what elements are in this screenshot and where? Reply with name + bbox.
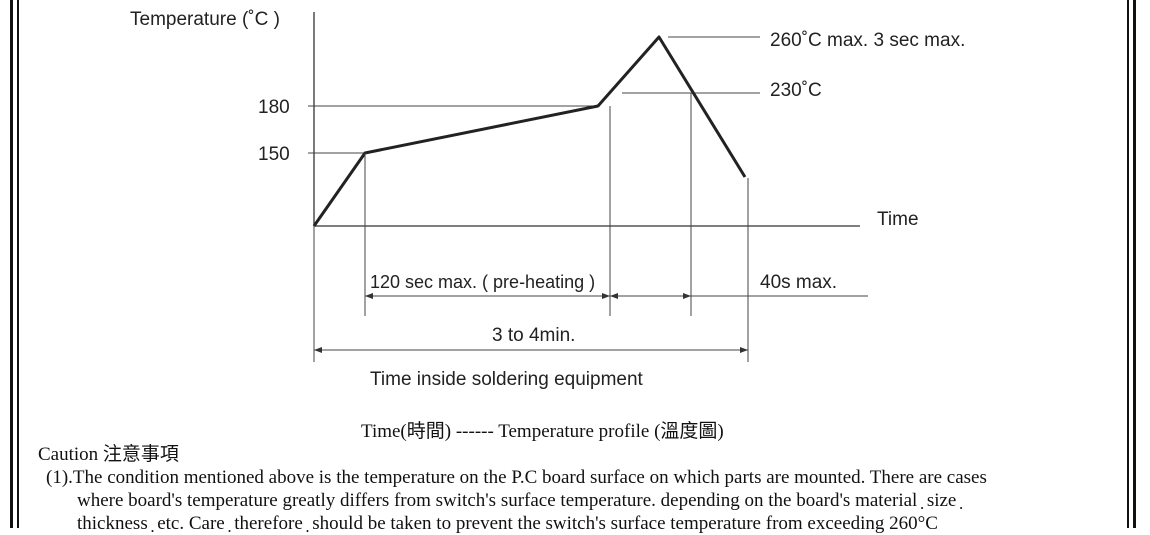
equipment-time-label: Time inside soldering equipment	[370, 369, 644, 390]
caution-item-1-line-2: where board's temperature greatly differ…	[77, 490, 962, 511]
caution-heading: Caution 注意事項	[38, 444, 179, 465]
arrowhead	[683, 293, 691, 299]
tick-label-150: 150	[258, 144, 290, 165]
frame-right-inner	[1127, 0, 1129, 528]
preheat-duration-label: 120 sec max. ( pre-heating )	[370, 272, 595, 292]
frame-left-outer	[10, 0, 13, 528]
peak-temperature-label: 260˚C max. 3 sec max.	[770, 30, 965, 51]
above-230-duration-label: 40s max.	[760, 272, 837, 293]
arrowhead	[740, 347, 748, 353]
y-axis-label: Temperature (˚C )	[130, 9, 280, 30]
frame-left-inner	[17, 0, 19, 528]
figure-caption: Time(時間) ------ Temperature profile (溫度圖…	[361, 421, 724, 442]
tick-label-180: 180	[258, 97, 290, 118]
temperature-230-label: 230˚C	[770, 80, 822, 101]
arrowhead	[610, 293, 618, 299]
arrowhead	[602, 293, 610, 299]
arrowhead	[314, 347, 322, 353]
profile-curve	[312, 35, 747, 227]
arrowhead	[365, 293, 373, 299]
x-axis-label: Time	[877, 209, 919, 230]
caution-item-1-line-3: thickness ̣ etc. Care ̣ therefore ̣ shou…	[77, 513, 938, 534]
frame-right-outer	[1133, 0, 1136, 528]
total-duration-label: 3 to 4min.	[492, 325, 575, 346]
caution-item-1-line-1: (1).The condition mentioned above is the…	[46, 467, 987, 488]
